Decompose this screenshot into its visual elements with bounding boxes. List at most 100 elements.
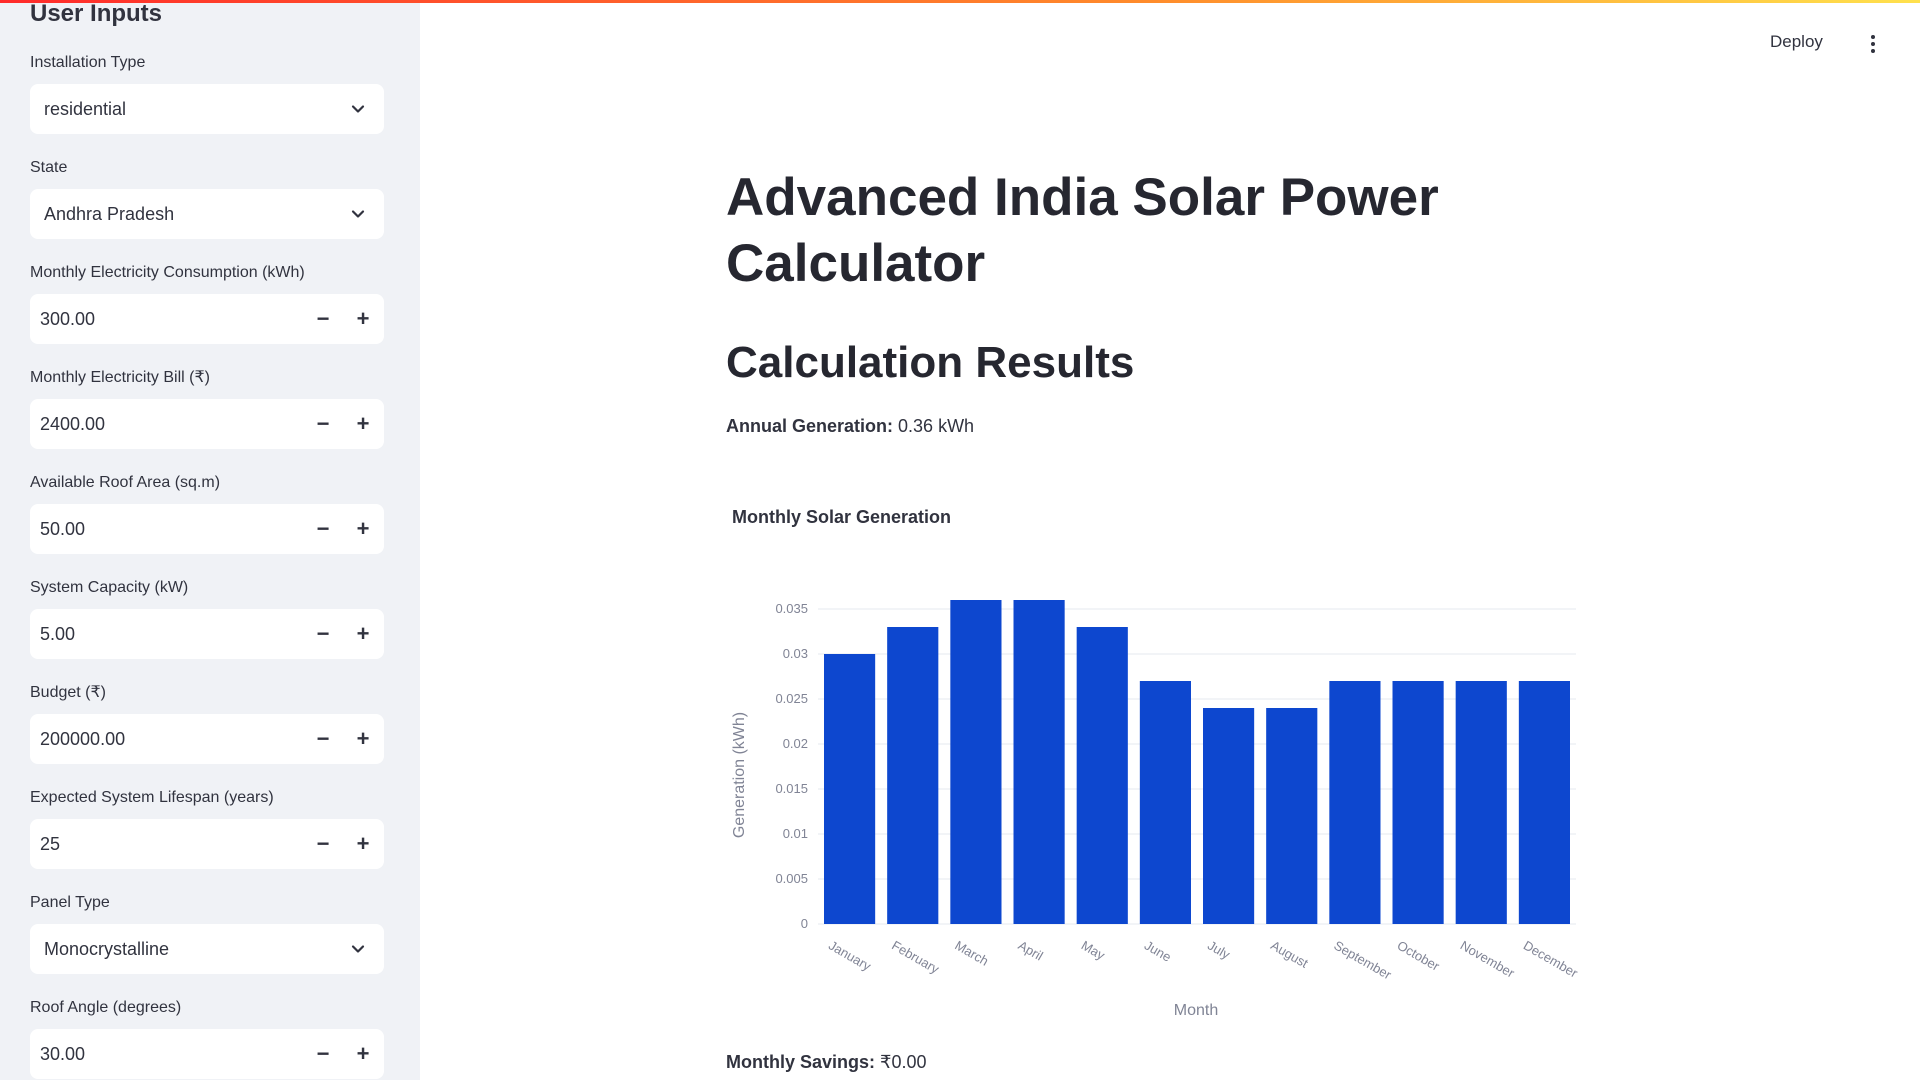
field-label: Expected System Lifespan (years): [30, 789, 274, 806]
increment-button[interactable]: +: [356, 516, 370, 541]
select-input[interactable]: residential: [30, 84, 384, 134]
increment-button[interactable]: +: [356, 726, 370, 751]
results-heading: Calculation Results: [726, 338, 1135, 387]
field-9: Roof Angle (degrees) 30.00 − +: [30, 997, 384, 1079]
decrement-button[interactable]: −: [316, 306, 330, 331]
x-tick-label: September: [1331, 938, 1394, 983]
y-tick-label: 0.01: [783, 826, 808, 841]
field-5: System Capacity (kW) 5.00 − +: [30, 577, 384, 659]
select-input[interactable]: Monocrystalline: [30, 924, 384, 974]
input-value[interactable]: 5.00: [40, 624, 76, 644]
x-tick-label: April: [1016, 938, 1046, 964]
decrement-button[interactable]: −: [316, 1041, 330, 1066]
field-label: Roof Angle (degrees): [30, 999, 182, 1016]
field-3: Monthly Electricity Bill (₹) 2400.00 − +: [30, 367, 384, 449]
decrement-button[interactable]: −: [316, 831, 330, 856]
x-tick-label: October: [1395, 938, 1443, 974]
annual-generation: Annual Generation: 0.36 kWh: [726, 416, 974, 437]
increment-button[interactable]: +: [356, 1041, 370, 1066]
field-label: Monthly Electricity Consumption (kWh): [30, 264, 305, 281]
y-tick-label: 0.015: [775, 781, 808, 796]
bar-june[interactable]: [1139, 681, 1191, 924]
bar-january[interactable]: [824, 654, 876, 924]
input-value[interactable]: residential: [44, 99, 127, 119]
field-label: Panel Type: [30, 894, 110, 911]
x-tick-label: November: [1458, 938, 1518, 981]
annual-generation-label: Annual Generation:: [726, 416, 894, 436]
monthly-savings: Monthly Savings: ₹0.00: [726, 1052, 927, 1073]
chevron-down-icon[interactable]: [350, 941, 366, 957]
bar-november[interactable]: [1455, 681, 1507, 924]
bar-march[interactable]: [950, 600, 1002, 924]
input-value[interactable]: 2400.00: [40, 414, 106, 434]
x-tick-label: February: [889, 938, 942, 977]
input-value[interactable]: Andhra Pradesh: [44, 204, 175, 224]
x-tick-label: May: [1079, 938, 1108, 964]
select-input[interactable]: Andhra Pradesh: [30, 189, 384, 239]
y-tick-label: 0.005: [775, 871, 808, 886]
number-input[interactable]: 50.00 − +: [30, 504, 384, 554]
decrement-button[interactable]: −: [316, 516, 330, 541]
number-input[interactable]: 25 − +: [30, 819, 384, 869]
input-value[interactable]: 25: [40, 834, 61, 854]
decrement-button[interactable]: −: [316, 411, 330, 436]
number-input[interactable]: 2400.00 − +: [30, 399, 384, 449]
field-label: Budget (₹): [30, 684, 106, 701]
field-label: Available Roof Area (sq.m): [30, 474, 221, 491]
sidebar: User Inputs Installation Type residential…: [0, 0, 420, 1080]
input-value[interactable]: 200000.00: [40, 729, 126, 749]
field-8: Panel Type Monocrystalline: [30, 892, 384, 974]
y-axis-title: Generation (kWh): [731, 712, 748, 838]
field-0: Installation Type residential: [30, 52, 384, 134]
field-label: Monthly Electricity Bill (₹): [30, 369, 210, 386]
y-tick-label: 0: [801, 916, 808, 931]
chart-title: Monthly Solar Generation: [732, 507, 952, 527]
field-7: Expected System Lifespan (years) 25 − +: [30, 787, 384, 869]
chevron-down-icon[interactable]: [350, 206, 366, 222]
bar-august[interactable]: [1266, 708, 1318, 924]
bar-september[interactable]: [1329, 681, 1381, 924]
number-input[interactable]: 5.00 − +: [30, 609, 384, 659]
page-title: Advanced India Solar Power Calculator: [726, 168, 1439, 293]
y-tick-label: 0.03: [783, 646, 808, 661]
input-value[interactable]: 30.00: [40, 1044, 86, 1064]
bar-february[interactable]: [887, 627, 939, 924]
x-tick-label: January: [826, 938, 874, 974]
bar-october[interactable]: [1392, 681, 1444, 924]
number-input[interactable]: 300.00 − +: [30, 294, 384, 344]
x-tick-label: June: [1142, 938, 1174, 965]
monthly-savings-value: ₹0.00: [880, 1052, 927, 1072]
monthly-generation-chart: 0 0.005 0.01 0.015 0.02 0.025 0.03 0.035 Januar…: [731, 600, 1581, 1019]
y-tick-label: 0.035: [775, 601, 808, 616]
bar-may[interactable]: [1076, 627, 1128, 924]
deploy-button[interactable]: Deploy: [1770, 32, 1823, 51]
increment-button[interactable]: +: [356, 831, 370, 856]
decrement-button[interactable]: −: [316, 726, 330, 751]
top-accent-bar: [0, 0, 1920, 3]
annual-generation-value: 0.36 kWh: [898, 416, 975, 436]
bar-april[interactable]: [1013, 600, 1065, 924]
field-1: State Andhra Pradesh: [30, 157, 384, 239]
input-value[interactable]: 50.00: [40, 519, 86, 539]
bar-december[interactable]: [1518, 681, 1570, 924]
field-6: Budget (₹) 200000.00 − +: [30, 682, 384, 764]
increment-button[interactable]: +: [356, 411, 370, 436]
number-input[interactable]: 200000.00 − +: [30, 714, 384, 764]
chevron-down-icon[interactable]: [350, 101, 366, 117]
increment-button[interactable]: +: [356, 306, 370, 331]
field-label: State: [30, 159, 68, 176]
number-input[interactable]: 30.00 − +: [30, 1029, 384, 1079]
x-tick-label: July: [1205, 938, 1233, 963]
x-tick-label: August: [1268, 938, 1311, 971]
kebab-menu-icon[interactable]: [1863, 33, 1883, 57]
x-tick-label: March: [952, 938, 991, 969]
sidebar-title: User Inputs: [30, 0, 163, 27]
decrement-button[interactable]: −: [316, 621, 330, 646]
monthly-savings-label: Monthly Savings:: [726, 1052, 876, 1072]
input-value[interactable]: 300.00: [40, 309, 96, 329]
increment-button[interactable]: +: [356, 621, 370, 646]
input-value[interactable]: Monocrystalline: [44, 939, 170, 959]
field-4: Available Roof Area (sq.m) 50.00 − +: [30, 472, 384, 554]
bar-july[interactable]: [1203, 708, 1255, 924]
field-2: Monthly Electricity Consumption (kWh) 300…: [30, 262, 384, 344]
